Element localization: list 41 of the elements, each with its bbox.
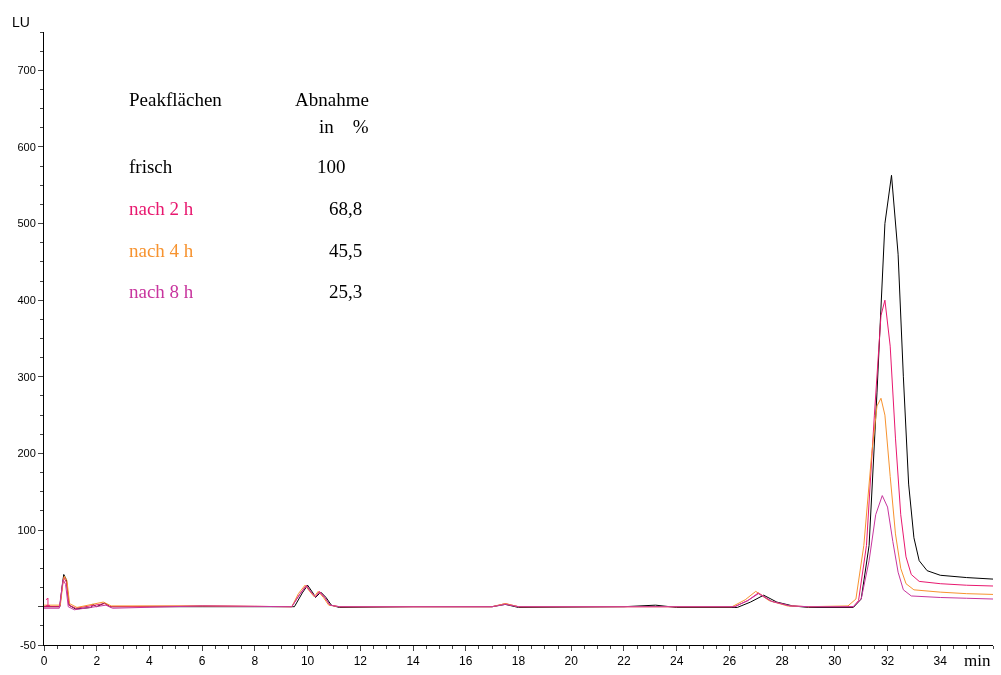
x-tick-label: 20 [564, 654, 579, 669]
y-tick-label: 500 [17, 217, 36, 230]
text: nach 4 h [129, 240, 194, 261]
line-series [44, 495, 993, 611]
x-tick-label: 14 [406, 654, 421, 669]
x-tick-label: 28 [775, 654, 790, 669]
y-tick-label: 600 [17, 140, 36, 153]
x-tick-label: 22 [617, 654, 631, 669]
annotation: 1 [45, 597, 51, 608]
y-tick-label: 300 [17, 370, 36, 383]
y-tick-label: -50 [19, 638, 36, 651]
y-tick-label: 100 [17, 523, 36, 536]
annotation: in % [319, 116, 369, 137]
x-tick-label: 32 [880, 654, 895, 669]
x-tick-label: 0 [40, 654, 48, 669]
annotation: Abnahme [295, 89, 369, 110]
text: frisch [129, 156, 173, 177]
text: nach 8 h [129, 281, 194, 302]
y-tick-label: 400 [17, 294, 36, 307]
annotation: 68,8 [329, 198, 363, 219]
x-tick-label: 34 [933, 654, 948, 669]
x-tick-label: 24 [669, 654, 684, 669]
text: nach 2 h [129, 198, 194, 219]
x-tick-label: 12 [353, 654, 368, 669]
y-axis-title: LU [12, 14, 30, 30]
x-tick-label: 10 [300, 654, 315, 669]
x-tick-label: 16 [459, 654, 473, 669]
x-tick-label: 18 [511, 654, 526, 669]
annotation: 25,3 [329, 281, 363, 302]
annotation: 100 [317, 156, 346, 177]
x-tick-label: 4 [146, 654, 154, 669]
x-tick-label: 26 [722, 654, 737, 669]
annotation: 45,5 [329, 240, 363, 261]
annotation: Peakflächen [129, 89, 223, 110]
y-tick-label: 200 [17, 447, 36, 460]
y-tick-label: 700 [17, 64, 36, 77]
x-axis-title: min [964, 651, 991, 670]
x-tick-label: 6 [198, 654, 206, 669]
x-tick-label: 30 [828, 654, 842, 669]
x-tick-label: 8 [251, 654, 259, 669]
x-tick-label: 2 [93, 654, 101, 669]
